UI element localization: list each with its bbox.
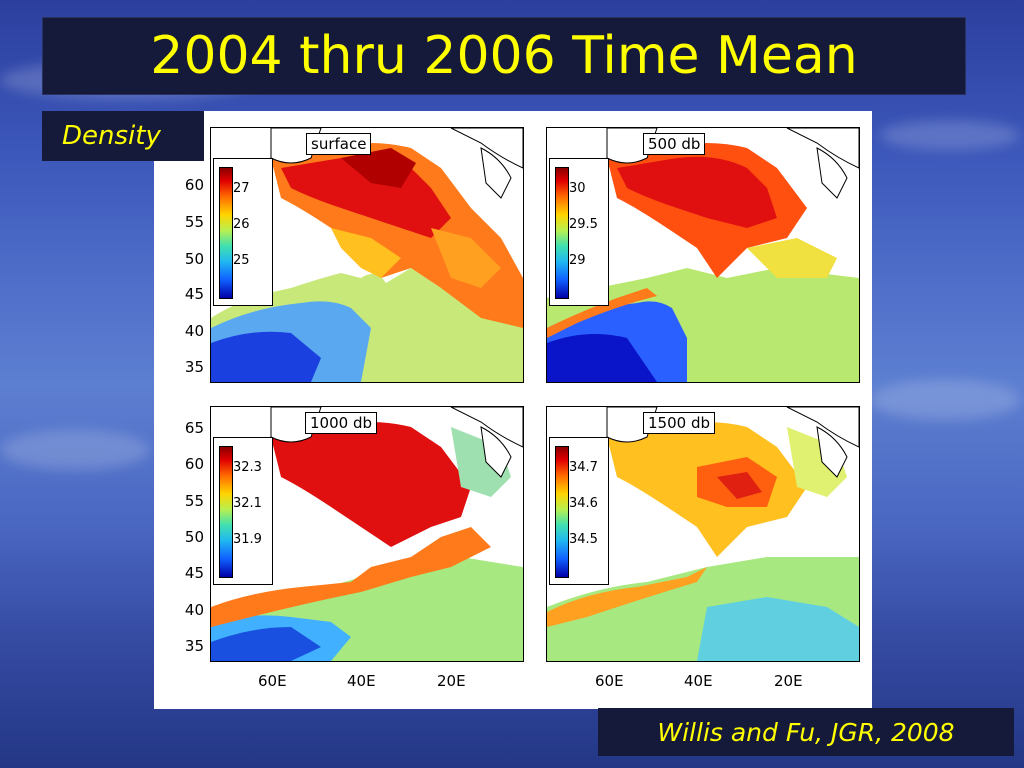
lat-tick: 45 [184, 564, 204, 582]
colorbar: 30 29.5 29 [549, 158, 609, 306]
section-label: Density [62, 121, 161, 151]
lat-tick: 40 [184, 322, 204, 340]
lat-tick: 40 [184, 601, 204, 619]
colorbar-tick: 31.9 [233, 532, 262, 547]
lat-tick: 65 [184, 419, 204, 437]
lat-tick: 35 [184, 637, 204, 655]
lat-tick: 55 [184, 492, 204, 510]
lat-tick: 55 [184, 213, 204, 231]
colorbar-tick: 32.3 [233, 460, 262, 475]
citation: Willis and Fu, JGR, 2008 [657, 717, 955, 747]
lat-tick: 50 [184, 528, 204, 546]
panel-label: surface [306, 133, 372, 155]
panel-500db: 500 db 30 29.5 29 [546, 127, 860, 383]
colorbar-gradient [219, 167, 233, 299]
colorbar-gradient [219, 446, 233, 578]
panel-1500db: 1500 db 34.7 34.6 34.5 [546, 406, 860, 662]
lon-tick: 40E [684, 672, 713, 690]
panel-label: 1000 db [305, 412, 377, 434]
colorbar-tick: 27 [233, 181, 250, 196]
lon-tick: 20E [774, 672, 803, 690]
density-figure: 65 60 55 50 45 40 35 65 60 55 50 45 40 3… [154, 111, 872, 709]
colorbar-tick: 34.6 [569, 496, 598, 511]
panel-label: 1500 db [643, 412, 715, 434]
lat-tick: 60 [184, 176, 204, 194]
colorbar-tick: 34.5 [569, 532, 598, 547]
lat-tick: 50 [184, 250, 204, 268]
citation-box: Willis and Fu, JGR, 2008 [598, 708, 1014, 756]
colorbar-gradient [555, 167, 569, 299]
slide-title-box: 2004 thru 2006 Time Mean [42, 17, 966, 95]
colorbar-tick: 29.5 [569, 217, 598, 232]
colorbar-tick: 32.1 [233, 496, 262, 511]
lon-tick: 60E [258, 672, 287, 690]
lat-tick: 60 [184, 455, 204, 473]
colorbar-tick: 29 [569, 253, 586, 268]
colorbar: 34.7 34.6 34.5 [549, 437, 609, 585]
lat-tick: 35 [184, 358, 204, 376]
colorbar: 27 26 25 [213, 158, 273, 306]
background-streak [0, 430, 150, 470]
lon-tick: 20E [437, 672, 466, 690]
background-streak [880, 120, 1020, 150]
panel-label: 500 db [643, 133, 706, 155]
background-streak [870, 380, 1020, 420]
colorbar-tick: 30 [569, 181, 586, 196]
lon-tick: 60E [595, 672, 624, 690]
slide-title: 2004 thru 2006 Time Mean [150, 26, 858, 86]
colorbar-tick: 34.7 [569, 460, 598, 475]
panel-1000db: 1000 db 32.3 32.1 31.9 [210, 406, 524, 662]
colorbar-tick: 25 [233, 253, 250, 268]
colorbar: 32.3 32.1 31.9 [213, 437, 273, 585]
lon-tick: 40E [347, 672, 376, 690]
colorbar-gradient [555, 446, 569, 578]
section-label-box: Density [42, 111, 204, 161]
lat-tick: 45 [184, 285, 204, 303]
panel-surface: surface 27 26 25 [210, 127, 524, 383]
colorbar-tick: 26 [233, 217, 250, 232]
